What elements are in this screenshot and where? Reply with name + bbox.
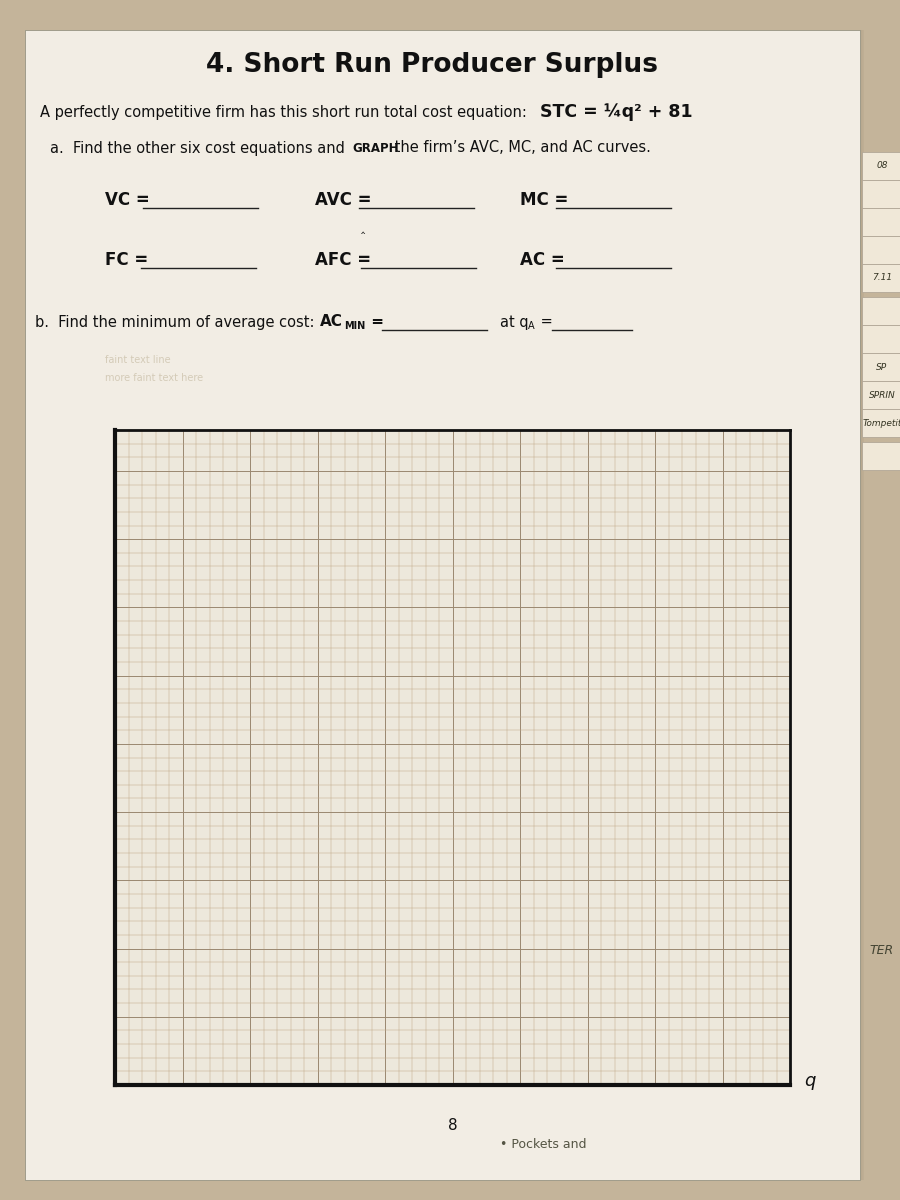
- Text: 7.11: 7.11: [872, 274, 892, 282]
- Text: Tompetit: Tompetit: [862, 419, 900, 427]
- Text: at q: at q: [500, 314, 528, 330]
- Bar: [862, 152, 900, 180]
- Text: q: q: [804, 1072, 815, 1090]
- Bar: [863, 30, 864, 1180]
- Text: STC = ¼q² + 81: STC = ¼q² + 81: [540, 103, 693, 121]
- Bar: [860, 30, 861, 1180]
- Bar: [862, 236, 900, 264]
- Text: ‸: ‸: [361, 222, 365, 234]
- Bar: [115, 430, 790, 1085]
- Text: MIN: MIN: [344, 320, 365, 331]
- Text: AVC =: AVC =: [315, 191, 372, 209]
- Bar: [862, 180, 900, 208]
- Text: AC =: AC =: [520, 251, 565, 269]
- Text: 8: 8: [447, 1117, 457, 1133]
- Text: TER: TER: [870, 943, 894, 956]
- Text: SPRIN: SPRIN: [868, 390, 896, 400]
- Text: =: =: [366, 314, 384, 330]
- Text: a.  Find the other six cost equations and: a. Find the other six cost equations and: [50, 140, 349, 156]
- Text: SP: SP: [877, 362, 887, 372]
- Text: AFC =: AFC =: [315, 251, 371, 269]
- Text: FC =: FC =: [105, 251, 148, 269]
- Bar: [862, 409, 900, 437]
- Bar: [862, 382, 900, 409]
- Bar: [862, 353, 900, 382]
- Text: =: =: [536, 314, 553, 330]
- Text: the firm’s AVC, MC, and AC curves.: the firm’s AVC, MC, and AC curves.: [390, 140, 651, 156]
- Bar: [861, 30, 862, 1180]
- Text: b.  Find the minimum of average cost:: b. Find the minimum of average cost:: [35, 314, 314, 330]
- Text: AC: AC: [320, 314, 343, 330]
- Text: MC =: MC =: [520, 191, 569, 209]
- Text: faint text line: faint text line: [105, 355, 171, 365]
- Bar: [862, 208, 900, 236]
- Text: more faint text here: more faint text here: [105, 373, 203, 383]
- Bar: [862, 30, 863, 1180]
- Text: 4. Short Run Producer Surplus: 4. Short Run Producer Surplus: [206, 52, 659, 78]
- Text: A: A: [528, 320, 535, 331]
- Bar: [862, 325, 900, 353]
- Text: • Pockets and: • Pockets and: [500, 1139, 587, 1152]
- Text: 08: 08: [877, 162, 887, 170]
- Bar: [862, 442, 900, 470]
- Text: VC =: VC =: [105, 191, 149, 209]
- Text: GRAPH: GRAPH: [352, 142, 399, 155]
- Bar: [862, 264, 900, 292]
- Bar: [862, 296, 900, 325]
- Text: A perfectly competitive firm has this short run total cost equation:: A perfectly competitive firm has this sh…: [40, 104, 526, 120]
